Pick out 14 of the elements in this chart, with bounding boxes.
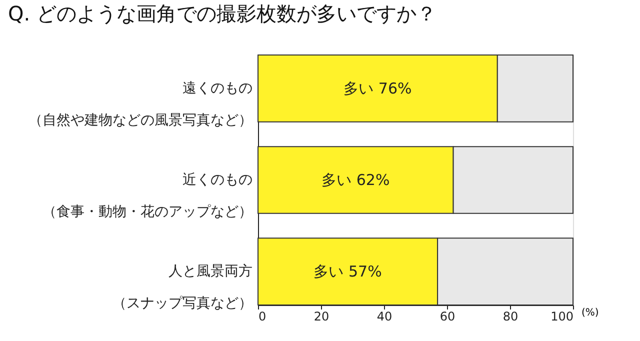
x-axis-title: (%) [582, 308, 599, 318]
x-tick-label: 60 [440, 310, 456, 324]
x-tick-label: 0 [258, 310, 266, 324]
data-label: 多い 57% [314, 262, 382, 281]
x-tick-label: 100 [550, 310, 574, 324]
y-tick-label: 人と風景両方（スナップ写真など） [112, 264, 252, 312]
x-tick-label: 80 [502, 310, 518, 324]
y-tick-label: 遠くのもの（自然や建物などの風景写真など） [28, 80, 252, 128]
x-tick-label: 20 [314, 310, 330, 324]
chart-title: Q. どのような画角での撮影枚数が多いですか？ [8, 2, 436, 26]
x-tick-label: 40 [376, 310, 392, 324]
data-label: 多い 62% [322, 171, 390, 189]
y-tick-label: 近くのもの（食事・動物・花のアップなど） [42, 172, 252, 220]
data-label: 多い 76% [344, 79, 412, 98]
